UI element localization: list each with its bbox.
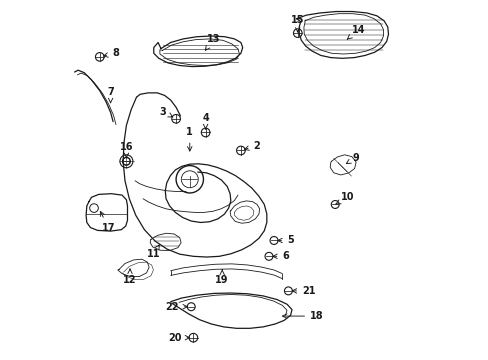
Text: 4: 4 <box>202 113 208 129</box>
Text: 18: 18 <box>282 311 323 321</box>
Text: 14: 14 <box>346 24 365 39</box>
Text: 12: 12 <box>123 269 137 285</box>
Text: 3: 3 <box>159 107 172 117</box>
Text: 5: 5 <box>277 235 293 246</box>
Text: 22: 22 <box>165 302 187 312</box>
Text: 20: 20 <box>168 333 189 343</box>
Text: 10: 10 <box>335 192 354 204</box>
Text: 7: 7 <box>107 87 114 103</box>
Text: 1: 1 <box>186 127 193 151</box>
Text: 6: 6 <box>272 251 288 261</box>
Text: 16: 16 <box>120 142 133 158</box>
Text: 21: 21 <box>292 286 315 296</box>
Text: 17: 17 <box>100 211 115 233</box>
Text: 9: 9 <box>346 153 359 164</box>
Text: 15: 15 <box>290 15 304 32</box>
Text: 11: 11 <box>147 245 160 259</box>
Text: 19: 19 <box>215 270 228 285</box>
Text: 8: 8 <box>103 48 119 58</box>
Text: 2: 2 <box>244 141 260 151</box>
Text: 13: 13 <box>205 34 220 50</box>
